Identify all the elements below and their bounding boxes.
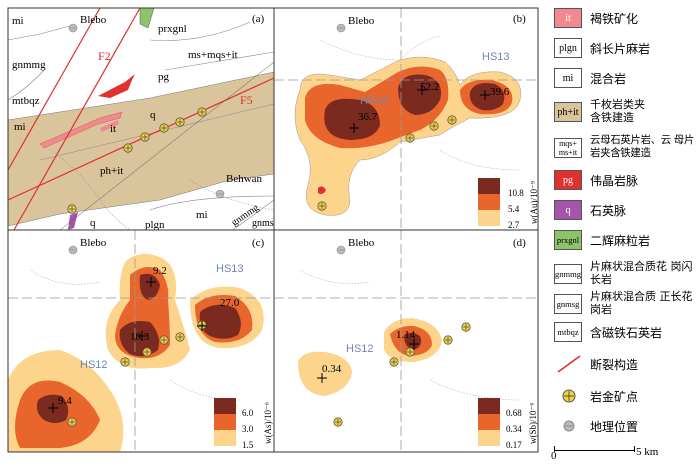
place-label: Blebo — [80, 237, 107, 249]
svg-text:0.34: 0.34 — [506, 424, 522, 434]
as-scale-bar: 6.0 3.0 1.5 w(As)/10⁻⁶ — [214, 398, 273, 450]
svg-text:it: it — [110, 123, 116, 135]
svg-text:5.4: 5.4 — [508, 204, 520, 214]
svg-text:ms+mqs+it: ms+mqs+it — [188, 49, 238, 61]
gold-deposit-icon — [562, 389, 576, 403]
value-label: 52.2 — [420, 81, 439, 93]
place-label-2: Behwan — [226, 173, 263, 185]
svg-text:q: q — [90, 217, 96, 229]
legend-swatch: ph+it — [554, 102, 582, 122]
svg-text:1.5: 1.5 — [242, 440, 254, 450]
value-label: 9.4 — [58, 395, 72, 407]
legend-swatch: mqs+ ms+it — [554, 138, 582, 158]
svg-text:0.68: 0.68 — [506, 408, 522, 418]
legend-swatch: gnmmg — [554, 264, 582, 284]
block-label: HS13 — [216, 263, 244, 275]
value-label: 0.34 — [322, 363, 342, 375]
legend-swatch: it — [554, 8, 582, 28]
value-label: 9.2 — [153, 265, 167, 277]
scale-bar: 0 5 km — [551, 446, 659, 462]
svg-text:gnmsg: gnmsg — [252, 218, 279, 229]
svg-text:mi: mi — [12, 15, 24, 27]
panel-a-geology-map: Blebo Behwan (a) mi gnmmg mtbqz mi it ph… — [7, 7, 279, 233]
panel-c-as-map: Blebo (c) HS13 HS12 9.2 27.0 18.3 9.4 6.… — [7, 229, 275, 453]
value-label: 27.0 — [220, 297, 240, 309]
legend-swatch: mi — [554, 68, 582, 88]
legend-swatch: prxgnl — [554, 230, 582, 250]
value-label: 39.6 — [490, 86, 510, 98]
svg-text:6.0: 6.0 — [242, 408, 254, 418]
block-label: HS12 — [360, 95, 388, 107]
legend-swatch: q — [554, 200, 582, 220]
svg-text:F5: F5 — [240, 93, 253, 107]
svg-text:mi: mi — [14, 121, 26, 133]
svg-text:10.8: 10.8 — [508, 188, 524, 198]
block-label: HS12 — [80, 359, 108, 371]
svg-text:gnmmg: gnmmg — [12, 59, 46, 71]
place-label: Blebo — [80, 14, 107, 26]
legend-swatch: pg — [554, 170, 582, 190]
au-scale-bar: 10.8 5.4 2.7 w(Au)/10⁻⁹ — [478, 178, 539, 230]
sample-crosshairs — [48, 85, 490, 413]
svg-text:F2: F2 — [98, 49, 111, 63]
panel-b-au-map: Blebo (b) HS13 HS12 52.2 39.6 36.7 10.8 … — [273, 7, 539, 231]
panel-d-sb-map: Blebo (d) HS12 1.14 0.34 0.68 0.34 0.17 … — [273, 229, 539, 453]
svg-text:ph+it: ph+it — [100, 165, 123, 177]
sb-scale-bar: 0.68 0.34 0.17 w(Sb)/10⁻⁶ — [478, 398, 538, 450]
svg-text:w(Sb)/10⁻⁶: w(Sb)/10⁻⁶ — [528, 403, 538, 444]
legend-swatch: mtbqz — [554, 322, 582, 342]
place-label: Blebo — [348, 237, 375, 249]
place-label: Blebo — [348, 15, 375, 27]
panel-label: (b) — [513, 13, 526, 25]
value-label: 18.3 — [130, 331, 150, 343]
svg-text:mi: mi — [196, 209, 208, 221]
panel-label: (a) — [252, 13, 265, 25]
svg-text:prxgnl: prxgnl — [158, 23, 187, 35]
panel-label: (c) — [252, 237, 265, 249]
value-label: 1.14 — [396, 329, 416, 341]
panel-label: (d) — [513, 237, 526, 249]
fault-line-icon — [557, 355, 581, 373]
svg-text:2.7: 2.7 — [508, 220, 520, 230]
block-label: HS13 — [482, 51, 510, 63]
svg-text:pg: pg — [158, 71, 170, 83]
block-label: HS12 — [346, 343, 374, 355]
legend-swatch: gnmsg — [554, 294, 582, 314]
location-icon — [563, 420, 575, 432]
svg-text:3.0: 3.0 — [242, 424, 254, 434]
svg-text:w(Au)/10⁻⁹: w(Au)/10⁻⁹ — [529, 181, 539, 224]
svg-text:0.17: 0.17 — [506, 440, 522, 450]
svg-text:mtbqz: mtbqz — [12, 95, 40, 107]
svg-text:q: q — [150, 109, 156, 121]
svg-text:w(As)/10⁻⁶: w(As)/10⁻⁶ — [263, 402, 273, 444]
svg-text:plgn: plgn — [145, 219, 165, 231]
value-label: 36.7 — [358, 111, 378, 123]
map-panels: Blebo Behwan (a) mi gnmmg mtbqz mi it ph… — [7, 7, 539, 453]
legend-swatch: plgn — [554, 38, 582, 58]
